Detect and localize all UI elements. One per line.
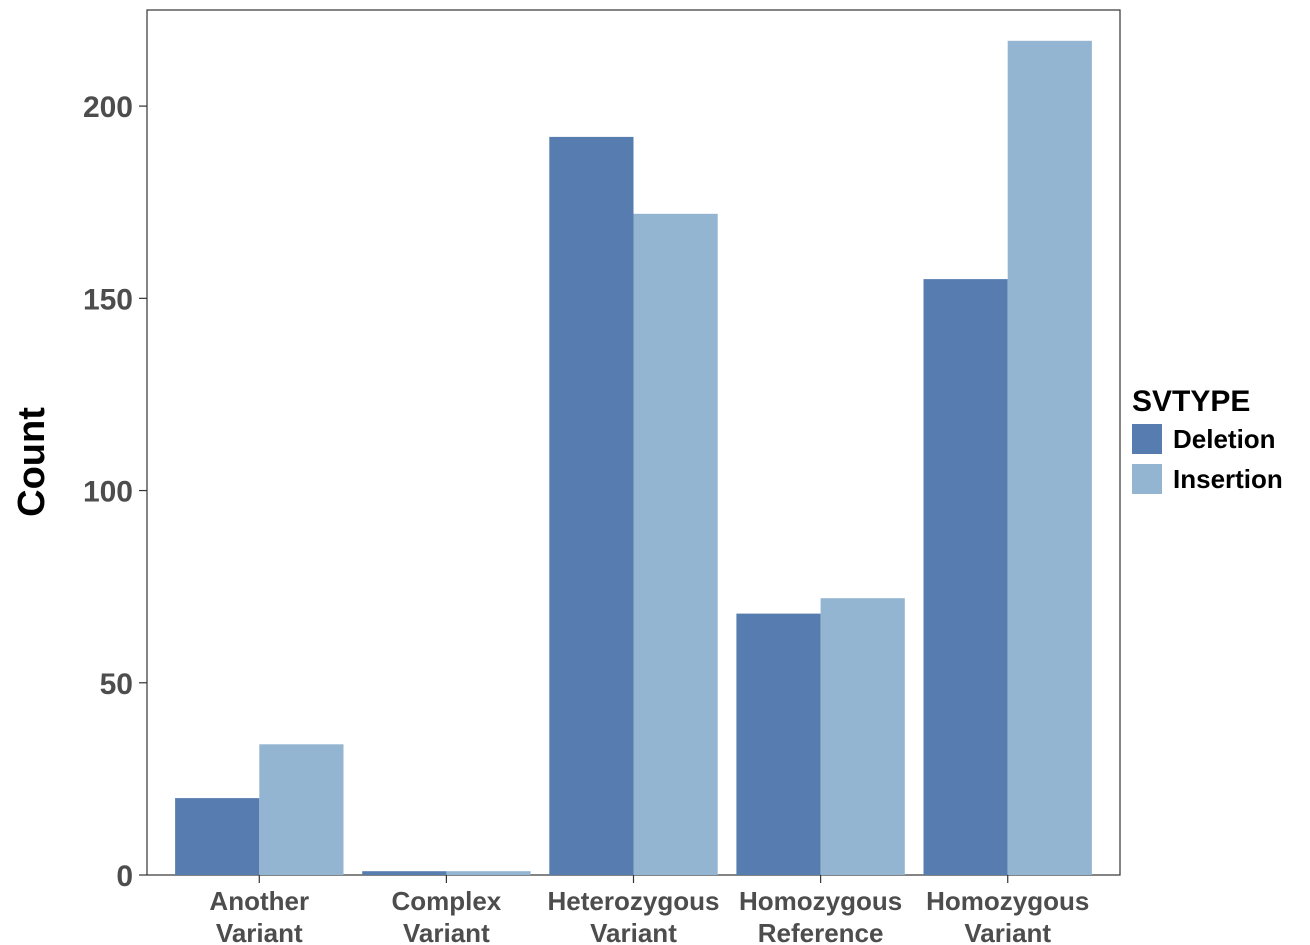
legend-title: SVTYPE — [1132, 385, 1250, 418]
y-tick-label-2: 100 — [83, 476, 133, 509]
bar-insertion-1 — [446, 871, 531, 875]
bar-deletion-0 — [175, 798, 260, 875]
y-axis-title: Count — [11, 407, 53, 517]
x-tick-label-0-line-1: Variant — [216, 918, 303, 945]
bar-insertion-0 — [259, 744, 344, 875]
x-tick-label-2-line-1: Variant — [590, 918, 677, 945]
x-axis: AnotherVariantComplexVariantHeterozygous… — [209, 875, 1089, 945]
x-tick-label-3-line-1: Reference — [758, 918, 884, 945]
x-tick-label-1-line-1: Variant — [403, 918, 490, 945]
legend: SVTYPE Deletion Insertion — [1132, 385, 1283, 494]
bar-insertion-3 — [820, 598, 905, 875]
bar-insertion-2 — [633, 213, 718, 876]
legend-swatch-insertion — [1132, 464, 1162, 494]
bars-group — [175, 40, 1092, 876]
y-tick-label-3: 150 — [83, 283, 133, 316]
bar-deletion-4 — [923, 279, 1008, 876]
x-tick-label-3-line-0: Homozygous — [739, 886, 902, 916]
x-tick-label-1-line-0: Complex — [391, 886, 501, 916]
x-tick-label-4-line-0: Homozygous — [926, 886, 1089, 916]
bar-deletion-1 — [362, 871, 447, 875]
y-tick-label-1: 50 — [100, 668, 133, 701]
y-tick-label-0: 0 — [116, 860, 133, 893]
legend-swatch-deletion — [1132, 424, 1162, 454]
bar-insertion-4 — [1007, 40, 1092, 876]
x-tick-label-4-line-1: Variant — [964, 918, 1051, 945]
legend-label-deletion: Deletion — [1173, 424, 1276, 454]
x-tick-label-2-line-0: Heterozygous — [548, 886, 720, 916]
bar-deletion-3 — [736, 613, 821, 875]
x-tick-label-0-line-0: Another — [209, 886, 309, 916]
y-tick-label-4: 200 — [83, 91, 133, 124]
bar-deletion-2 — [549, 136, 634, 875]
y-axis: 0 50 100 150 200 — [83, 91, 147, 893]
legend-label-insertion: Insertion — [1173, 464, 1283, 494]
